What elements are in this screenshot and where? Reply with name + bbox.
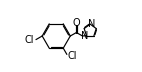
Text: O: O [73,18,80,28]
Text: Cl: Cl [67,51,77,61]
Text: N: N [88,19,95,29]
Text: N: N [82,31,89,41]
Text: Cl: Cl [24,35,34,45]
